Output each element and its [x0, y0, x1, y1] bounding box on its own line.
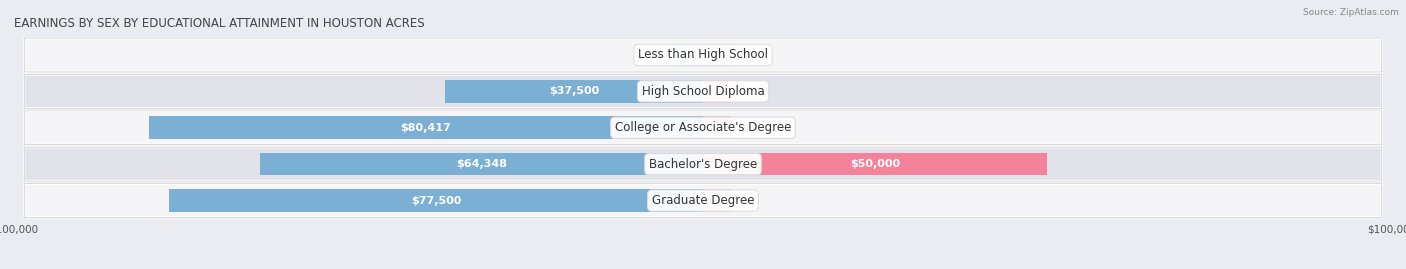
Bar: [703, 189, 731, 212]
Text: $37,500: $37,500: [548, 86, 599, 96]
Text: $0: $0: [741, 50, 755, 60]
Text: EARNINGS BY SEX BY EDUCATIONAL ATTAINMENT IN HOUSTON ACRES: EARNINGS BY SEX BY EDUCATIONAL ATTAINMEN…: [14, 17, 425, 30]
Legend: Male, Female: Male, Female: [647, 266, 759, 269]
Text: Graduate Degree: Graduate Degree: [652, 194, 754, 207]
Text: $50,000: $50,000: [851, 159, 900, 169]
Bar: [703, 153, 1047, 175]
Text: Less than High School: Less than High School: [638, 48, 768, 62]
FancyBboxPatch shape: [24, 184, 1382, 217]
Text: $80,417: $80,417: [401, 123, 451, 133]
Text: $77,500: $77,500: [411, 196, 461, 206]
Bar: [260, 153, 703, 175]
Text: Bachelor's Degree: Bachelor's Degree: [650, 158, 756, 171]
Text: College or Associate's Degree: College or Associate's Degree: [614, 121, 792, 134]
Text: $0: $0: [651, 50, 665, 60]
Text: High School Diploma: High School Diploma: [641, 85, 765, 98]
Bar: [444, 80, 703, 103]
Bar: [703, 44, 731, 66]
Text: $0: $0: [741, 86, 755, 96]
FancyBboxPatch shape: [24, 75, 1382, 108]
FancyBboxPatch shape: [24, 38, 1382, 72]
Text: $0: $0: [741, 196, 755, 206]
Text: $0: $0: [741, 123, 755, 133]
Bar: [169, 189, 703, 212]
Bar: [703, 80, 731, 103]
Text: Source: ZipAtlas.com: Source: ZipAtlas.com: [1303, 8, 1399, 17]
Text: $64,348: $64,348: [456, 159, 506, 169]
Bar: [703, 116, 731, 139]
Bar: [675, 44, 703, 66]
FancyBboxPatch shape: [24, 111, 1382, 144]
FancyBboxPatch shape: [24, 147, 1382, 181]
Bar: [149, 116, 703, 139]
